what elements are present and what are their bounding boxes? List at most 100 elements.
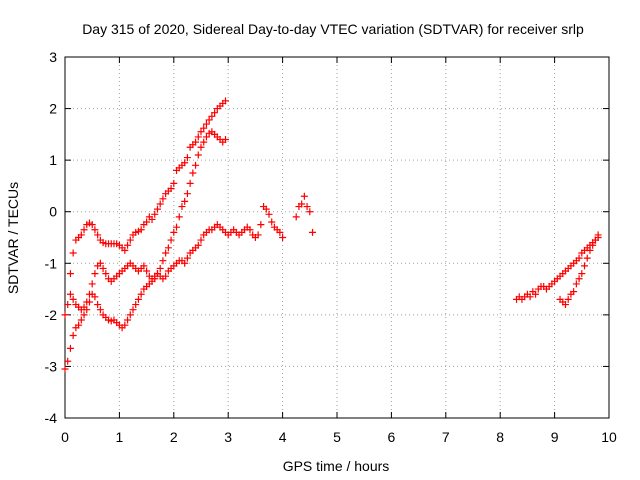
grid (65, 57, 609, 418)
data-point (137, 290, 145, 298)
data-point (526, 293, 534, 301)
data-point (162, 249, 170, 257)
data-point (170, 179, 178, 187)
data-point (276, 228, 284, 236)
data-point (298, 200, 306, 208)
x-tick-label: 1 (116, 429, 124, 445)
data-point (148, 215, 156, 223)
data-point (183, 154, 191, 162)
data-point (96, 259, 104, 267)
data-point (561, 301, 569, 309)
x-tick-label: 10 (601, 429, 617, 445)
data-point (586, 246, 594, 254)
data-point (575, 275, 583, 283)
data-point (126, 236, 134, 244)
data-point (167, 185, 175, 193)
data-point (83, 298, 91, 306)
data-point (61, 365, 69, 373)
data-point (124, 241, 132, 249)
data-point (246, 226, 254, 234)
data-point (221, 136, 229, 144)
data-point (205, 116, 213, 124)
data-point (69, 249, 77, 257)
data-point (80, 303, 88, 311)
x-tick-label: 3 (224, 429, 232, 445)
data-point (75, 321, 83, 329)
data-track (292, 192, 317, 236)
data-point (279, 234, 287, 241)
data-point (303, 203, 311, 211)
x-tick-label: 9 (551, 429, 559, 445)
data-point (143, 267, 151, 275)
data-point (102, 270, 110, 278)
data-point (61, 311, 69, 319)
data-point (69, 331, 77, 339)
data-point (532, 290, 540, 298)
data-point (564, 295, 572, 303)
data-track (61, 97, 229, 319)
data-point (178, 203, 186, 211)
data-point (309, 228, 317, 236)
data-point (132, 301, 140, 309)
y-axis-label: SDTVAR / TECUs (5, 182, 21, 294)
y-tick-label: -1 (45, 255, 58, 271)
y-tick-label: 3 (49, 49, 57, 65)
data-point (583, 254, 591, 262)
y-tick-label: 0 (49, 204, 57, 220)
data-point (121, 246, 129, 254)
data-point (192, 138, 200, 146)
data-point (170, 228, 178, 236)
data-point (589, 241, 597, 249)
x-axis-ticks: 0 1 2 3 4 5 6 7 8 9 10 (61, 57, 617, 445)
data-point (140, 262, 148, 270)
data-point (221, 97, 229, 105)
data-point (192, 161, 200, 169)
data-point (189, 169, 197, 177)
x-tick-label: 6 (388, 429, 396, 445)
data-point (300, 192, 308, 200)
data-points (61, 97, 602, 373)
x-tick-label: 0 (61, 429, 69, 445)
data-point (257, 221, 265, 229)
x-tick-label: 2 (170, 429, 178, 445)
data-point (94, 301, 102, 309)
data-point (292, 213, 300, 221)
chart-title: Day 315 of 2020, Sidereal Day-to-day VTE… (82, 21, 584, 37)
data-point (91, 293, 99, 301)
data-point (121, 321, 129, 329)
data-point (143, 218, 151, 226)
data-point (175, 213, 183, 221)
data-point (99, 264, 107, 272)
data-point (262, 205, 270, 213)
data-point (202, 120, 210, 128)
data-track (513, 234, 602, 303)
data-point (124, 316, 132, 324)
data-point (265, 210, 273, 218)
data-point (159, 195, 167, 203)
data-point (156, 264, 164, 272)
data-point (134, 295, 142, 303)
data-point (153, 205, 161, 213)
data-point (80, 226, 88, 234)
data-point (183, 190, 191, 198)
data-point (575, 254, 583, 262)
x-tick-label: 4 (279, 429, 287, 445)
data-point (208, 112, 216, 120)
data-point (137, 226, 145, 234)
data-point (268, 218, 276, 226)
data-point (151, 210, 159, 218)
data-point (200, 124, 208, 132)
data-point (591, 236, 599, 244)
data-point (594, 231, 602, 239)
data-point (194, 151, 202, 159)
x-axis-label: GPS time / hours (283, 458, 390, 474)
data-point (66, 344, 74, 352)
data-point (162, 272, 170, 280)
data-point (85, 290, 93, 298)
data-point (77, 231, 85, 239)
data-point (167, 236, 175, 244)
data-point (64, 301, 72, 309)
data-point (126, 311, 134, 319)
data-point (202, 133, 210, 141)
